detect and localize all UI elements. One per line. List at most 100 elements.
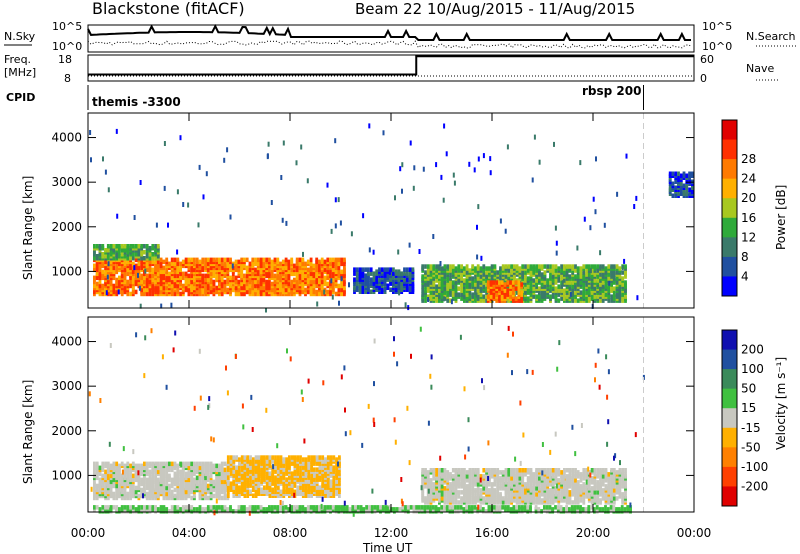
heatmap-cell [513,498,516,503]
heatmap-cell [443,492,447,497]
heatmap-cell [592,196,595,202]
heatmap-cell [507,494,511,499]
heatmap-cell [375,279,379,284]
heatmap-cell [329,491,333,496]
heatmap-cell [209,473,213,479]
heatmap-cell [104,485,107,491]
heatmap-cell [148,475,152,481]
heatmap-cell [134,257,138,263]
heatmap-cell [343,285,346,291]
heatmap-cell [507,490,511,495]
heatmap-cell [115,491,119,497]
heatmap-cell [293,455,297,460]
heatmap-cell [579,266,583,271]
heatmap-cell [551,292,555,297]
heatmap-cell [353,271,356,276]
heatmap-cell [555,240,558,246]
heatmap-cell [524,468,527,473]
heatmap-cell [243,493,247,498]
heatmap-cell [565,264,569,269]
heatmap-cell [439,261,442,266]
heatmap-cell [515,264,519,269]
heatmap-cell [593,272,597,277]
heatmap-cell [162,479,166,485]
heatmap-cell [206,473,210,479]
heatmap-cell [162,491,166,497]
heatmap-cell [201,273,205,279]
heatmap-cell [479,488,483,493]
heatmap-cell [307,469,311,474]
heatmap-cell [438,298,441,303]
heatmap-cell [268,267,271,273]
heatmap-cell [168,473,171,479]
heatmap-cell [482,294,486,299]
nsky-series-line [87,23,691,41]
heatmap-cell [206,467,210,473]
heatmap-cell [394,287,398,292]
heatmap-cell [93,244,96,249]
heatmap-cell [212,273,216,279]
heatmap-cell [165,465,169,471]
heatmap-cell [560,284,563,289]
heatmap-cell [193,281,196,287]
heatmap-cell [90,157,92,163]
heatmap-cell [131,473,135,479]
heatmap-cell [98,477,102,483]
heatmap-cell [274,459,277,464]
heatmap-cell [337,269,341,275]
heatmap-cell [234,285,238,291]
heatmap-cell [504,264,508,269]
heatmap-cell [476,224,478,230]
heatmap-cell [287,281,291,287]
heatmap-cell [251,457,255,462]
heatmap-cell [438,476,441,481]
heatmap-cell [246,467,250,472]
heatmap-cell [187,461,191,467]
heatmap-cell [353,285,356,290]
cpid-rbsp: rbsp 200 [582,84,641,98]
heatmap-cell [514,280,518,285]
heatmap-cell [587,276,591,281]
heatmap-cell [259,279,263,285]
heatmap-cell [265,307,267,313]
heatmap-cell [372,271,376,276]
heatmap-cell [380,287,384,292]
heatmap-cell [589,268,592,274]
heatmap-cell [488,488,491,493]
heatmap-cell [162,483,166,489]
heatmap-cell [593,278,597,283]
heatmap-cell [165,461,169,467]
heatmap-cell [585,264,588,269]
heatmap-cell [229,263,232,269]
heatmap-cell [190,495,194,501]
heatmap-cell [476,254,479,260]
heatmap-cell [290,289,294,295]
heatmap-cell [368,247,371,253]
heatmap-cell [576,298,580,303]
heatmap-cell [318,465,322,470]
heatmap-cell [569,291,572,297]
heatmap-cell [309,285,313,291]
heatmap-cell [435,268,438,273]
heatmap-cell [176,467,180,473]
heatmap-cell [477,156,480,162]
heatmap-cell [249,489,252,494]
heatmap-cell [170,493,174,499]
heatmap-cell [198,259,202,265]
heatmap-cell [93,283,96,289]
heatmap-cell [167,222,169,228]
heatmap-cell [268,257,271,263]
heatmap-cell [496,484,500,489]
heatmap-cell [477,204,480,210]
heatmap-cell [424,270,427,275]
heatmap-cell [540,292,544,297]
heatmap-cell [206,495,210,501]
heatmap-cell [254,287,257,293]
heatmap-cell [165,473,169,479]
heatmap-cell [368,123,371,129]
heatmap-cell [126,244,130,249]
heatmap-cell [532,472,536,477]
heatmap-cell [571,276,575,281]
heatmap-cell [454,500,458,505]
heatmap-cell [451,468,455,473]
